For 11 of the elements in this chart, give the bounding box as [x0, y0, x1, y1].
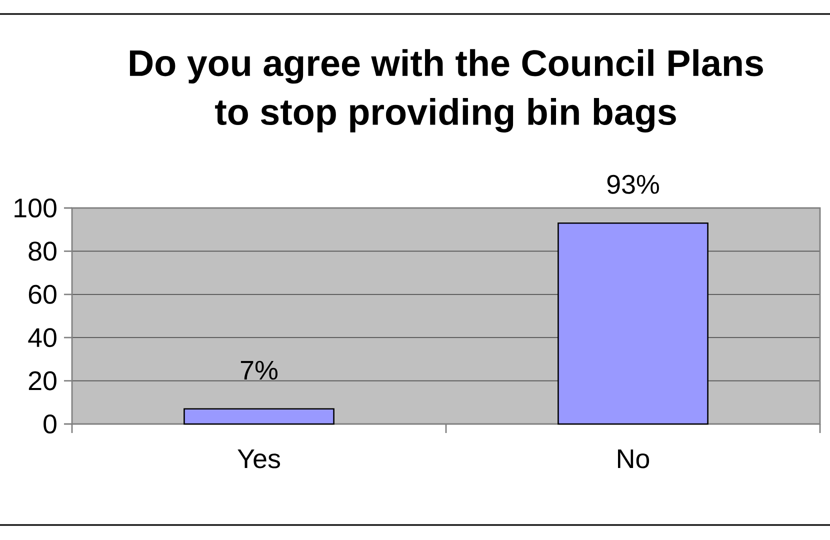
y-tick-label: 20 [28, 371, 56, 390]
y-tick-label: 80 [28, 242, 56, 261]
y-tick-label: 100 [14, 198, 56, 218]
x-tick-label: Yes [238, 450, 280, 468]
y-tick-label: 40 [28, 328, 56, 348]
chart-title: Do you agree with the Council Plans to stop providing bin bags [130, 49, 763, 132]
x-tick-label: No [618, 450, 650, 468]
data-label: 7% [240, 360, 278, 380]
data-label: 93% [607, 174, 659, 194]
y-tick-label: 60 [28, 284, 56, 304]
y-tick-label: 0 [44, 414, 56, 434]
